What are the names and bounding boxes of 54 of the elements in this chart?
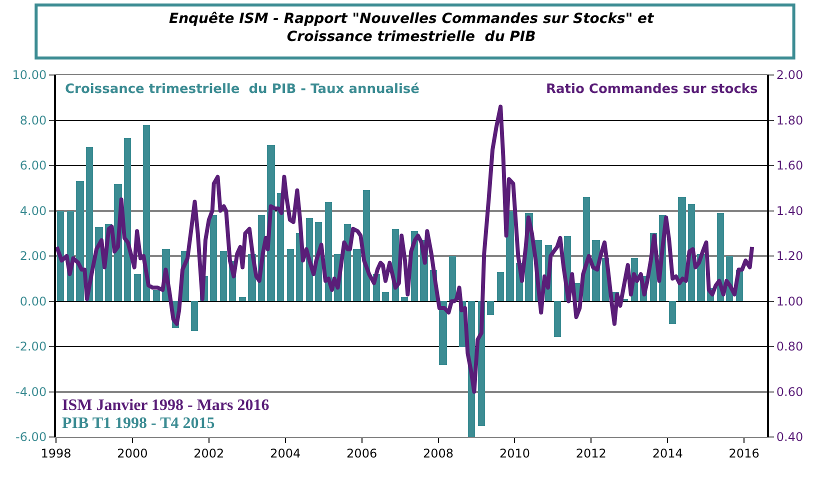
y-tick-label: 8.00 [20, 113, 47, 128]
y2-tick-label: 0.40 [776, 430, 804, 444]
y-tick-label: 10.00 [12, 68, 47, 82]
y-tick-label: -2.00 [16, 340, 47, 354]
x-tick-label: 2012 [576, 446, 606, 460]
y2-tick-label: 0.80 [776, 340, 804, 354]
bar [153, 290, 160, 301]
y-tick-label: 2.00 [20, 249, 47, 264]
x-tick-label: 1998 [40, 446, 72, 460]
y-axis-title: Croissance trimestrielle du PIB - Taux annualisé [65, 82, 420, 97]
y2-tick-label: 1.20 [776, 249, 804, 264]
x-tick-label: 2002 [194, 446, 224, 460]
text: PIB T1 1998 - T4 2015 [62, 415, 215, 432]
y2-tick-label: 1.00 [776, 294, 804, 308]
x-tick-label: 2006 [346, 446, 378, 460]
bar [554, 301, 561, 337]
line-series [56, 104, 754, 394]
y-tick-label: 4.00 [20, 204, 47, 218]
y2-tick-label: 1.60 [776, 158, 804, 173]
bar [134, 274, 141, 301]
bar [287, 249, 294, 301]
x-tick-label: 2004 [270, 446, 301, 460]
y-tick-label: -6.00 [16, 430, 47, 444]
x-tick-label: 2010 [499, 446, 530, 460]
bar [76, 181, 84, 301]
bar [439, 301, 447, 365]
bar [210, 215, 217, 301]
y2-tick-label: 1.80 [776, 113, 804, 128]
bar [669, 301, 676, 324]
y2-tick-label: 2.00 [776, 68, 804, 82]
y-tick-label: -4.00 [16, 384, 47, 399]
bar [401, 297, 408, 301]
bar [487, 301, 494, 315]
bar [220, 251, 227, 301]
bar [678, 197, 686, 301]
y2-tick-label: 0.60 [776, 384, 804, 399]
bar [449, 256, 456, 301]
y-tick-label: 0.00 [20, 294, 47, 308]
y2-tick-label: 1.40 [776, 204, 804, 218]
bar [382, 292, 389, 301]
bar [497, 272, 504, 301]
x-tick-label: 2000 [117, 446, 148, 460]
y-tick-label: 6.00 [20, 158, 47, 173]
bar [124, 138, 131, 301]
x-tick-label: 2014 [652, 446, 683, 460]
x-tick-label: 2016 [728, 446, 760, 460]
bar [239, 297, 246, 301]
bar [353, 249, 361, 301]
y2-axis-title: Ratio Commandes sur stocks [546, 82, 758, 97]
x-tick-label: 2008 [422, 446, 454, 460]
text: ISM Janvier 1998 - Mars 2016 [62, 397, 270, 414]
bar [57, 211, 64, 301]
chart-title: Enquête ISM - Rapport "Nouvelles Commandes sur Stocks" et Croissance trimestrielle du PIB [169, 11, 656, 46]
bar [191, 301, 198, 331]
